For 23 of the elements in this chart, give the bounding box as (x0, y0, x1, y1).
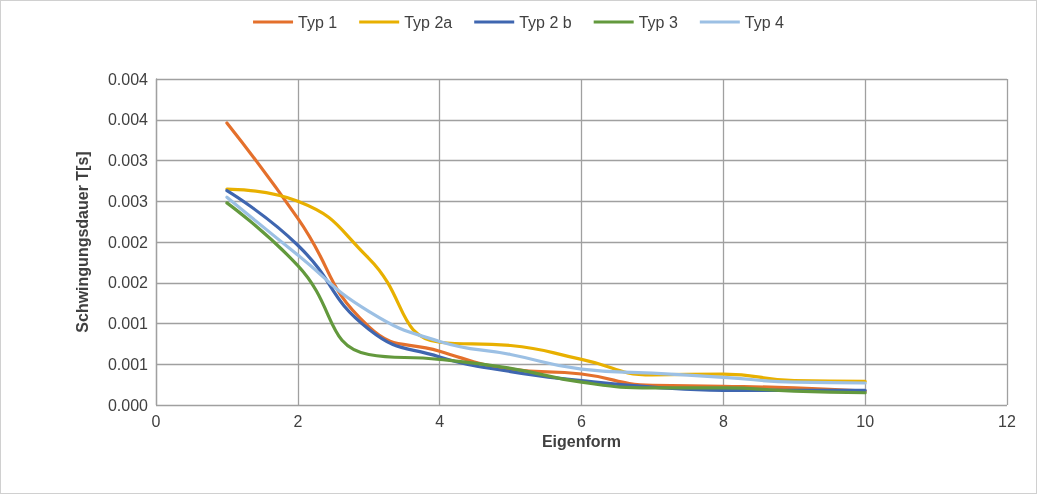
y-tick-label: 0.004 (107, 70, 149, 88)
legend-label: Typ 3 (638, 13, 678, 31)
y-tick-label: 0.004 (107, 111, 149, 129)
x-axis-title: Eigenform (541, 433, 622, 451)
x-tick-label: 0 (151, 412, 161, 430)
legend-label: Typ 2 b (519, 13, 572, 31)
x-tick-label: 10 (856, 412, 875, 430)
x-tick-label: 12 (998, 412, 1016, 430)
y-tick-label: 0.000 (107, 396, 149, 414)
x-tick-label: 8 (718, 412, 728, 430)
x-tick-label: 6 (577, 412, 587, 430)
y-tick-label: 0.003 (107, 152, 149, 169)
x-tick-label: 2 (293, 412, 303, 430)
y-tick-label: 0.001 (107, 355, 149, 373)
x-tick-label: 4 (435, 412, 445, 430)
legend-label: Typ 1 (298, 13, 338, 31)
legend-label: Typ 2a (404, 13, 453, 31)
y-axis-title: Schwingungsdauer T[s] (73, 151, 91, 333)
y-tick-label: 0.002 (107, 274, 149, 292)
legend-label: Typ 4 (744, 13, 785, 31)
y-tick-label: 0.001 (107, 315, 149, 332)
y-tick-label: 0.003 (107, 192, 149, 210)
y-tick-label: 0.002 (107, 233, 149, 251)
